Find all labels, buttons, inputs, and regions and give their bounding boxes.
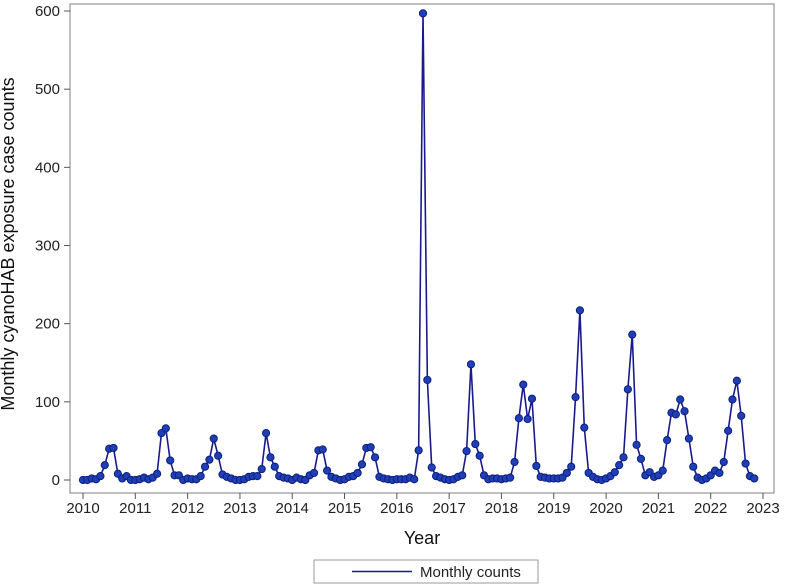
y-tick-label: 600 [35, 3, 60, 20]
data-point [567, 462, 576, 471]
data-point [357, 460, 367, 469]
x-tick-label: 2014 [276, 500, 309, 517]
data-point [506, 473, 515, 482]
data-point [575, 306, 585, 315]
x-tick-label: 2020 [589, 500, 622, 517]
data-point [732, 376, 741, 385]
legend-label: Monthly counts [420, 564, 521, 581]
data-point [719, 457, 728, 467]
x-axis-title: Year [404, 528, 440, 548]
x-tick-label: 2010 [66, 500, 99, 517]
data-point [580, 423, 589, 432]
data-point [471, 439, 480, 449]
data-point [632, 440, 641, 449]
series-points [78, 9, 759, 485]
data-point [741, 459, 750, 468]
x-tick-label: 2013 [223, 500, 256, 517]
x-tick-label: 2015 [328, 500, 361, 517]
data-point [100, 461, 109, 470]
data-point [532, 461, 541, 471]
data-point [205, 455, 214, 464]
data-point [724, 426, 733, 435]
data-point [636, 454, 646, 463]
data-point [323, 466, 332, 475]
y-axis: 0 100 200 300 400 500 600 [35, 3, 70, 489]
data-point [370, 453, 380, 462]
data-point [676, 395, 685, 404]
data-point [623, 385, 632, 394]
y-tick-label: 0 [52, 472, 60, 489]
data-point [366, 443, 375, 452]
data-point [209, 434, 218, 443]
x-tick-label: 2022 [694, 500, 727, 517]
y-tick-label: 500 [35, 81, 60, 98]
data-point [519, 380, 528, 389]
data-point [261, 429, 271, 438]
data-point [663, 436, 672, 445]
x-tick-label: 2021 [642, 500, 675, 517]
data-point [466, 360, 476, 369]
data-point [619, 453, 628, 462]
y-tick-label: 300 [35, 238, 60, 255]
data-point [715, 468, 724, 478]
data-point [728, 395, 737, 404]
data-point [475, 451, 484, 460]
data-point [166, 456, 175, 465]
legend: Monthly counts [313, 559, 539, 584]
data-point [196, 471, 205, 481]
y-axis-title: Monthly cyanoHAB exposure case counts [0, 77, 18, 410]
x-tick-label: 2017 [432, 500, 465, 517]
data-point [562, 468, 571, 478]
data-point [514, 414, 524, 423]
data-point [658, 466, 667, 475]
data-point [257, 464, 266, 474]
data-point [109, 443, 118, 453]
x-tick-label: 2012 [171, 500, 204, 517]
x-axis: 2010 2011 2012 2013 2014 2015 2016 2017 2018 2019… [66, 493, 780, 517]
data-point [427, 463, 436, 472]
x-tick-label: 2011 [119, 500, 151, 517]
x-tick-label: 2019 [537, 500, 570, 517]
data-point [96, 471, 105, 481]
data-point [615, 461, 624, 470]
data-point [161, 424, 170, 433]
y-tick-label: 400 [35, 159, 60, 176]
x-tick-label: 2023 [746, 500, 779, 517]
data-point [270, 462, 279, 471]
data-point [462, 446, 471, 456]
data-point [523, 414, 532, 424]
data-point [353, 468, 362, 478]
data-point [458, 471, 467, 480]
x-tick-label: 2018 [485, 500, 518, 517]
x-tick-label: 2016 [380, 500, 413, 517]
data-point [423, 375, 432, 385]
data-point [266, 453, 275, 462]
data-point [684, 434, 694, 443]
data-point [153, 469, 162, 478]
data-point [200, 462, 210, 471]
legend-box [313, 559, 539, 584]
data-point [214, 451, 223, 460]
data-point [510, 457, 519, 467]
data-point [410, 475, 419, 484]
data-point [414, 446, 423, 455]
data-point [318, 445, 327, 454]
data-point [737, 411, 746, 420]
data-point [610, 468, 619, 477]
data-point [418, 9, 428, 18]
y-tick-label: 100 [35, 394, 60, 411]
data-point [571, 393, 580, 402]
data-point [750, 474, 759, 483]
data-point [527, 394, 537, 403]
y-tick-label: 200 [35, 316, 60, 333]
data-point [680, 407, 689, 416]
data-point [253, 471, 262, 481]
data-point [628, 330, 637, 339]
data-point [671, 410, 680, 419]
data-point [309, 468, 319, 478]
data-point [689, 462, 698, 471]
